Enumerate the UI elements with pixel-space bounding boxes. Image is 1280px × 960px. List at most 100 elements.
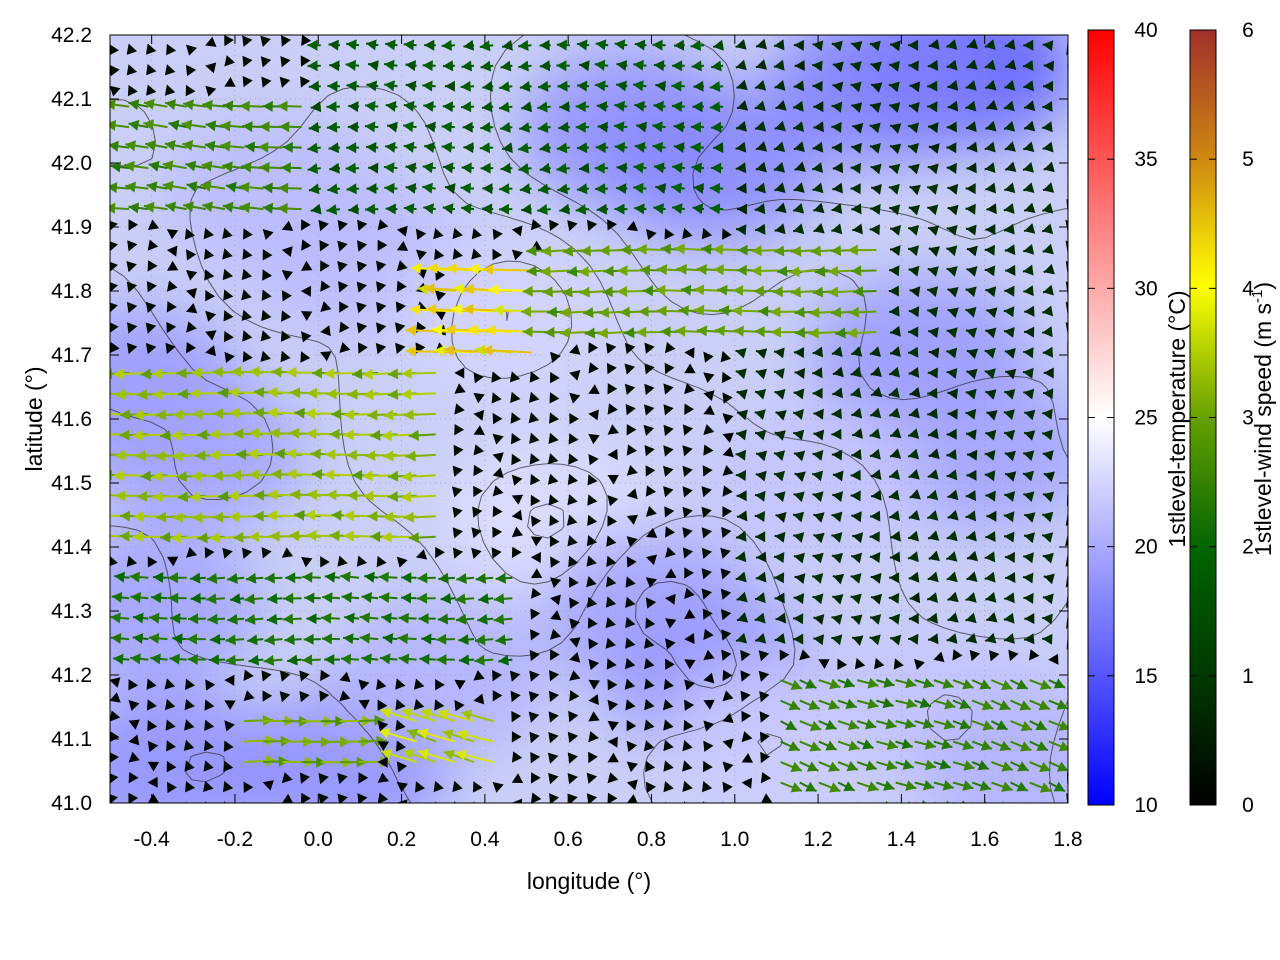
wind-arrow (567, 752, 578, 764)
wind-arrow-head (984, 265, 996, 277)
wind-arrow-head (711, 121, 722, 133)
wind-arrow-head (967, 550, 978, 562)
wind-arrow-head (772, 286, 783, 298)
wind-arrow-head (337, 773, 348, 785)
wind-arrow-head (663, 486, 674, 498)
wind-arrow-head (709, 183, 720, 194)
wind-arrow-head (218, 387, 229, 399)
wind-arrow-head (774, 592, 785, 604)
wind-arrow-head (137, 389, 148, 401)
wind-arrow-head (435, 310, 447, 321)
wind-arrow-shaft (953, 802, 957, 803)
wind-arrow-head (664, 506, 675, 518)
wind-arrow (463, 142, 475, 154)
wind-arrow (375, 342, 387, 355)
wind-arrow (947, 287, 959, 298)
wind-arrow (248, 654, 264, 666)
wind-arrow (607, 383, 618, 395)
wind-arrow (326, 101, 340, 113)
wind-arrow (774, 80, 786, 91)
wind-arrow (703, 444, 714, 456)
wind-arrow-head (377, 756, 388, 768)
wind-arrow-head (281, 246, 293, 257)
wind-arrow-head (511, 731, 522, 743)
wind-arrow-head (202, 201, 214, 213)
wind-arrow-head (850, 366, 862, 378)
wind-arrow (927, 387, 938, 399)
wind-arrow-head (696, 325, 708, 337)
wind-arrow-head (1023, 264, 1034, 276)
wind-arrow-head (160, 430, 171, 441)
wind-arrow (653, 60, 666, 72)
wind-arrow (205, 345, 216, 357)
wind-arrow (908, 265, 920, 277)
wind-arrow (643, 740, 655, 752)
wind-arrow-head (665, 546, 676, 558)
wind-arrow-head (626, 740, 638, 752)
wind-arrow (870, 593, 882, 605)
wind-arrow (147, 761, 160, 772)
wind-arrow-head (793, 80, 805, 92)
wind-arrow-head (720, 588, 732, 600)
wind-arrow-head (1038, 700, 1050, 711)
wind-arrow-head (588, 384, 600, 394)
wind-arrow (405, 345, 455, 357)
wind-arrow-head (850, 573, 862, 584)
wind-arrow-head (731, 305, 742, 317)
wind-arrow (1067, 166, 1068, 169)
wind-arrow-head (831, 614, 843, 625)
wind-arrow (908, 613, 919, 625)
wind-arrow (382, 633, 398, 645)
wind-arrow-head (205, 120, 217, 132)
wind-arrow (356, 555, 368, 567)
wind-arrow-head (946, 469, 958, 481)
wind-arrow-head (262, 690, 273, 702)
wind-arrow (985, 592, 997, 603)
wind-arrow-head (1053, 678, 1065, 689)
wind-arrow (908, 510, 920, 521)
wind-arrow (985, 79, 997, 91)
wind-arrow (300, 76, 311, 88)
wind-arrow (185, 781, 196, 793)
wind-arrow (856, 760, 878, 771)
wind-arrow-head (186, 270, 198, 281)
wind-arrow-head (965, 408, 977, 420)
wind-arrow (113, 368, 149, 380)
wind-arrow-head (166, 229, 179, 240)
wind-arrow (933, 719, 956, 730)
wind-arrow-head (791, 245, 802, 257)
wind-arrow (301, 219, 311, 231)
wind-arrow-head (346, 449, 357, 461)
wind-arrow (376, 555, 387, 568)
wind-arrow (186, 249, 197, 261)
wind-arrow (110, 208, 111, 210)
wind-arrow (146, 281, 157, 293)
wind-arrow-head (831, 552, 843, 564)
wind-arrow-head (1043, 182, 1055, 193)
wind-arrow-head (419, 653, 430, 665)
wind-arrow-head (550, 649, 560, 661)
wind-arrow (1042, 182, 1055, 193)
wind-arrow (645, 577, 657, 588)
wind-arrow (368, 162, 379, 174)
wind-arrow-head (511, 509, 523, 521)
wind-arrow-head (403, 511, 414, 523)
wind-arrow-head (805, 781, 817, 792)
wind-arrow-head (301, 331, 312, 343)
wind-arrow-head (110, 692, 121, 703)
wind-arrow-shaft (110, 617, 111, 619)
wind-arrow-head (947, 204, 959, 216)
wind-arrow-head (722, 712, 734, 724)
wind-arrow-head (1004, 182, 1016, 194)
wind-arrow-head (1042, 202, 1054, 214)
wind-arrow (984, 162, 996, 173)
wind-arrow (167, 781, 177, 794)
wind-arrow (184, 228, 195, 240)
wind-arrow-head (205, 85, 217, 97)
wind-arrow-head (607, 474, 619, 485)
wind-arrow-head (1023, 491, 1035, 502)
wind-arrow-head (756, 450, 768, 462)
wind-arrow-head (663, 383, 674, 395)
wind-arrow (857, 802, 872, 803)
wind-arrow (578, 266, 609, 278)
